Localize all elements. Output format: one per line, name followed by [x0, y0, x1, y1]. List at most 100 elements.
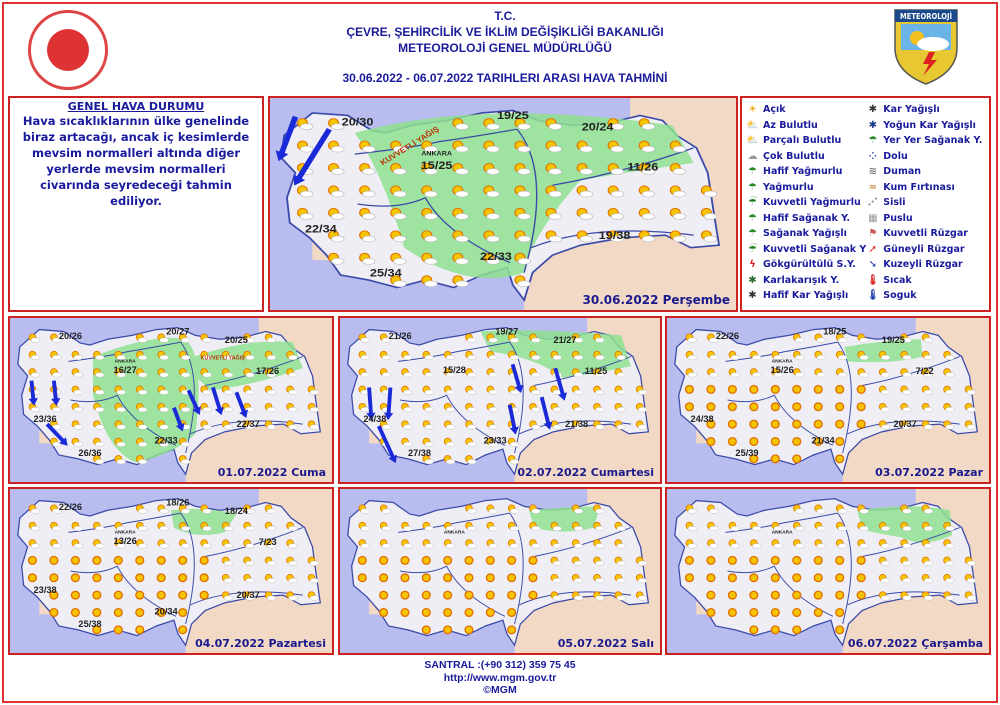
sun-icon	[835, 573, 845, 583]
cloud-icon	[403, 372, 413, 378]
cloud-icon	[445, 525, 456, 532]
cloud-icon	[331, 235, 345, 243]
sun-icon	[421, 573, 431, 583]
cloud-icon	[923, 372, 934, 378]
cloud-icon	[923, 424, 934, 430]
cloud-icon	[393, 213, 407, 220]
cloud-icon	[445, 459, 456, 465]
heavy-rain-warning-label: KUVVETLİ YAĞIŞ	[201, 354, 246, 362]
cloud-icon	[360, 407, 370, 413]
cloud-icon	[202, 424, 212, 430]
sun-icon	[749, 625, 759, 635]
sun-icon	[178, 607, 188, 618]
cloud-icon	[266, 407, 277, 413]
map-date-caption: 03.07.2022 Pazar	[875, 466, 983, 479]
cloud-icon	[223, 424, 234, 430]
cloud-icon	[138, 407, 148, 413]
cloud-icon	[902, 508, 912, 514]
cloud-icon	[616, 389, 626, 395]
footer-url[interactable]: http://www.mgm.gov.tr	[443, 671, 557, 684]
legend-label: Dolu	[883, 150, 908, 162]
cloud-icon	[902, 407, 912, 413]
cloud-icon	[73, 407, 83, 413]
cloud-icon	[424, 258, 438, 265]
cloud-icon	[517, 190, 531, 198]
north-wind-arrow-icon	[510, 363, 522, 388]
cloud-icon	[488, 441, 498, 447]
temperature-label: 22/33	[480, 250, 512, 263]
cloud-icon	[488, 407, 498, 413]
sun-icon	[813, 590, 823, 600]
cloud-icon	[531, 424, 541, 430]
cloud-icon	[288, 407, 298, 413]
temperature-label: 21/38	[565, 419, 588, 429]
legend-label: Hafif Sağanak Y.	[763, 212, 851, 224]
cloud-icon	[902, 424, 912, 430]
cloud-icon	[573, 354, 584, 361]
legend-label: Kuvvetli Yağmurlu	[763, 197, 861, 209]
cloud-icon	[95, 372, 105, 378]
cloud-icon	[880, 578, 891, 584]
sun-icon	[706, 555, 716, 565]
cloud-icon	[159, 372, 169, 378]
cloud-icon	[641, 190, 656, 198]
north-wind-arrow-icon	[234, 391, 247, 414]
cloud-icon	[552, 525, 562, 532]
cloud-icon	[116, 389, 126, 395]
temperature-label: 15/25	[421, 159, 453, 172]
sun-icon	[156, 607, 166, 618]
cloud-icon	[672, 213, 687, 220]
cloud-icon	[73, 372, 83, 378]
cloud-icon	[445, 407, 456, 413]
cloud-icon	[486, 168, 500, 175]
city-label-ankara: ANKARA	[421, 151, 452, 158]
temperature-label: 22/34	[305, 222, 337, 235]
hot-thermometer-icon: 🌡	[866, 274, 880, 286]
north-wind-arrow-icon	[507, 404, 517, 430]
cloud-icon	[637, 407, 648, 413]
cloud-icon	[509, 337, 520, 343]
sun-icon	[813, 555, 823, 565]
cloud-icon	[467, 525, 477, 532]
cloud-icon	[859, 543, 869, 549]
cloud-icon	[403, 354, 413, 361]
legend-label: Çok Bulutlu	[763, 150, 825, 162]
cloud-icon	[902, 560, 912, 566]
cloud-icon	[672, 190, 687, 198]
footer: SANTRAL :(+90 312) 359 75 45 http://www.…	[300, 659, 700, 697]
cloud-icon	[488, 372, 498, 378]
sun-icon	[113, 555, 123, 565]
cloud-icon	[138, 508, 148, 514]
cloud-icon	[393, 190, 407, 198]
cloud-icon	[687, 525, 698, 532]
region-borders	[354, 128, 694, 273]
cloud-icon	[672, 145, 687, 153]
cloud-icon	[381, 337, 392, 343]
sun-icon	[421, 607, 431, 618]
sun-icon	[70, 590, 80, 600]
sun-icon	[443, 573, 453, 583]
cloud-icon	[116, 424, 126, 430]
smoke-icon: ≋	[868, 166, 877, 178]
cloud-icon	[752, 543, 762, 549]
cloud-icon	[95, 424, 105, 430]
sun-icon	[27, 555, 38, 565]
cloud-icon	[552, 407, 562, 413]
wind-arrowhead	[509, 426, 519, 435]
cloud-icon	[579, 145, 594, 153]
forecast-map-day-6: ANKARA 05.07.2022 Salı	[338, 487, 662, 655]
sandstorm-icon: ≈	[868, 181, 877, 193]
wind-arrowhead	[28, 397, 38, 406]
cloud-icon	[573, 578, 584, 584]
sun-icon	[178, 590, 188, 600]
cloud-icon	[116, 354, 126, 361]
legend-label: Kum Fırtınası	[883, 181, 955, 193]
cloud-icon	[467, 354, 477, 361]
cloud-icon	[488, 337, 498, 343]
sun-icon	[727, 402, 737, 412]
cloud-icon	[548, 145, 562, 153]
temperature-label: 23/36	[34, 414, 57, 424]
cloud-icon	[902, 354, 912, 361]
cloud-icon	[266, 354, 277, 361]
cloud-icon	[509, 459, 520, 465]
